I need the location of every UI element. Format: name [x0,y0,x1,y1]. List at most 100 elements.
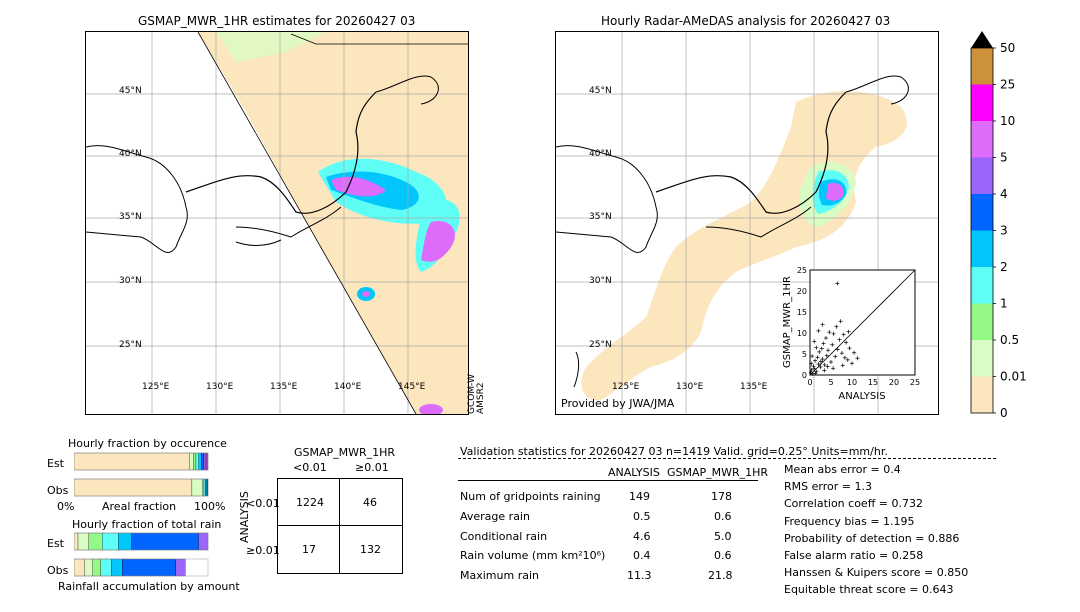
fraction-bar-frame [74,532,209,551]
colorbar-segment [971,267,993,304]
scatter-point [852,350,857,355]
fraction-bar-segment [195,452,199,471]
scatter-point [810,354,815,359]
colorbar-tick-label: 5 [1000,151,1008,165]
rain-fraction-label-obs: Obs [47,564,69,577]
validation-row-label: Rain volume (mm km²10⁶) [460,549,606,562]
scatter-point [838,319,843,324]
left-map [85,31,469,415]
fraction-bar-segment [84,558,93,577]
colorbar-segment [971,230,993,267]
fraction-bar-segment [198,532,209,551]
colorbar-segment [971,84,993,121]
right-lon-label-125: 125°E [612,382,640,392]
validation-row-gsmap: 5.0 [714,530,732,543]
validation-table-divider [458,480,758,481]
scatter-point [823,336,828,341]
fraction-bar-frame [74,558,209,577]
scatter-point [809,367,814,372]
left-lon-label-125: 125°E [142,382,170,392]
scatter-point [834,324,839,329]
scatter-point [827,330,832,335]
scatter-point [820,322,825,327]
scatter-point [829,359,833,364]
scatter-xlabel: ANALYSIS [838,391,885,402]
scatter-point [835,347,840,352]
fraction-bar-segment [202,478,205,497]
scatter-x-tick: 10 [847,378,857,387]
colorbar-tick-label: 0 [1000,406,1008,420]
scatter-ylabel: GSMAP_MWR_1HR [782,276,793,368]
scatter-point [818,359,823,364]
scatter-diagonal [809,269,916,376]
validation-row-gsmap: 0.6 [714,549,732,562]
scatter-point [835,281,840,286]
scatter-y-tick: 25 [797,266,807,275]
validation-col-gsmap: GSMAP_MWR_1HR [667,466,769,479]
occurrence-bars [74,452,209,497]
scatter-point [821,341,826,346]
contingency-row-header-0: <0.01 [246,497,280,510]
scatter-point [824,353,829,358]
scatter-point [822,368,827,373]
left-lat-label-40: 40°N [119,149,142,159]
score-line: Equitable threat score = 0.643 [784,583,954,596]
colorbar-tick-label: 1 [1000,297,1008,311]
rain-fraction-xlabel: Rainfall accumulation by amount [58,580,240,593]
fraction-bar-segment [74,452,190,471]
score-line: False alarm ratio = 0.258 [784,549,924,562]
occurrence-x-min: 0% [57,500,75,513]
scatter-x-tick: 20 [889,378,899,387]
validation-row-analysis: 0.4 [633,549,651,562]
scatter-point [816,362,821,367]
scatter-x-tick: 5 [828,378,833,387]
fraction-bar-segment [203,452,206,471]
right-lat-label-25: 25°N [589,340,612,350]
scatter-point [813,371,818,376]
scatter-point [831,331,836,336]
scatter-x-tick: 0 [807,378,812,387]
right-map [555,31,939,415]
scatter-point [815,355,820,360]
validation-header-divider [458,458,996,459]
contingency-cell-0-1: 46 [363,496,377,509]
scatter-point [837,337,842,342]
left-lat-label-25: 25°N [119,340,142,350]
occurrence-x-max: 100% [194,500,226,513]
occurrence-xlabel: Areal fraction [102,500,177,513]
left-lat-label-45: 45°N [119,86,142,96]
fraction-bar-segment [111,558,123,577]
colorbar-tick-label: 50 [1000,41,1015,55]
scatter-point [850,361,854,366]
contingency-col-header-1: ≥0.01 [355,461,389,474]
scatter-plot: 0 5 10 15 20 25 0 5 10 15 20 25 ANALYSIS GSMAP_MWR_… [782,266,920,402]
validation-row-label: Conditional rain [460,530,548,543]
fraction-bar-segment [77,532,89,551]
fraction-bar-segment [101,532,119,551]
validation-row-gsmap: 178 [711,490,732,503]
right-lat-label-40: 40°N [589,149,612,159]
scatter-point [839,351,844,356]
satellite-label: GCOM-W AMSR2 [467,374,486,414]
scatter-point [840,363,845,368]
fraction-bar-segment [100,558,112,577]
colorbar-tick-label: 4 [1000,187,1008,201]
validation-row-analysis: 11.3 [627,569,652,582]
colorbar: 0 0.01 0.5 1 2 3 4 5 10 25 50 [970,31,1027,420]
validation-row-label: Num of gridpoints raining [460,490,601,503]
fraction-bar-segment [122,558,176,577]
scatter-point [847,346,852,351]
validation-row-analysis: 149 [629,490,650,503]
fraction-bar-segment [118,532,132,551]
contingency-cell-1-1: 132 [360,543,381,556]
contingency-grid: 1224 46 17 132 [277,478,403,574]
fraction-bar-segment [198,452,202,471]
rain-fraction-title: Hourly fraction of total rain [72,518,222,531]
score-line: Hanssen & Kuipers score = 0.850 [784,566,969,579]
score-line: Mean abs error = 0.4 [784,463,901,476]
scatter-point [814,345,819,350]
validation-row-gsmap: 21.8 [708,569,733,582]
left-lon-label-135: 135°E [270,382,298,392]
scatter-point [826,348,831,353]
left-lat-label-35: 35°N [119,212,142,222]
